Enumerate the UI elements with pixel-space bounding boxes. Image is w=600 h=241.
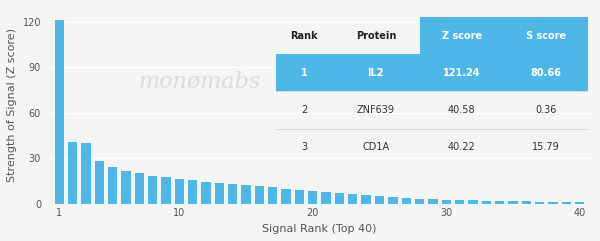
Text: 121.24: 121.24 (443, 68, 481, 78)
Bar (442, 200, 451, 204)
Bar (401, 198, 411, 204)
Bar (504, 17, 588, 54)
Bar (521, 201, 531, 204)
Bar (335, 193, 344, 204)
Text: CD1A: CD1A (362, 142, 389, 152)
Bar (419, 17, 504, 54)
Bar (134, 173, 144, 204)
Bar (81, 143, 91, 204)
Bar (255, 186, 264, 204)
Bar (188, 180, 197, 204)
Bar (428, 199, 437, 204)
Text: Z score: Z score (442, 31, 482, 40)
Text: ZNF639: ZNF639 (357, 105, 395, 115)
Bar (276, 54, 588, 92)
Bar (468, 201, 478, 204)
Text: 2: 2 (301, 105, 307, 115)
Text: 40.58: 40.58 (448, 105, 475, 115)
Bar (455, 200, 464, 204)
Text: 40.22: 40.22 (448, 142, 476, 152)
Text: 1: 1 (301, 68, 307, 78)
X-axis label: Signal Rank (Top 40): Signal Rank (Top 40) (262, 224, 377, 234)
Bar (68, 142, 77, 204)
Bar (415, 199, 424, 204)
Bar (161, 177, 170, 204)
Bar (495, 201, 505, 204)
Bar (148, 176, 157, 204)
Bar (562, 202, 571, 204)
Text: monømabs: monømabs (138, 71, 260, 93)
Bar (281, 188, 291, 204)
Bar (348, 194, 358, 204)
Y-axis label: Strength of Signal (Z score): Strength of Signal (Z score) (7, 28, 17, 182)
Bar (215, 183, 224, 204)
Bar (575, 202, 584, 204)
Bar (508, 201, 518, 204)
Text: 80.66: 80.66 (530, 68, 562, 78)
Text: Rank: Rank (290, 31, 318, 40)
Bar (108, 167, 117, 204)
Bar (121, 171, 131, 204)
Text: S score: S score (526, 31, 566, 40)
Text: 0.36: 0.36 (535, 105, 557, 115)
Text: IL2: IL2 (368, 68, 384, 78)
Bar (308, 191, 317, 204)
Bar (375, 196, 384, 204)
Bar (361, 195, 371, 204)
Bar (268, 187, 277, 204)
Text: 15.79: 15.79 (532, 142, 560, 152)
Bar (482, 201, 491, 204)
Bar (95, 161, 104, 204)
Bar (295, 190, 304, 204)
Bar (55, 20, 64, 204)
Bar (388, 197, 398, 204)
Bar (548, 202, 557, 204)
Bar (241, 185, 251, 204)
Bar (228, 184, 238, 204)
Bar (535, 201, 544, 204)
Text: Protein: Protein (356, 31, 396, 40)
Bar (175, 179, 184, 204)
Text: 3: 3 (301, 142, 307, 152)
Bar (322, 192, 331, 204)
Bar (202, 182, 211, 204)
